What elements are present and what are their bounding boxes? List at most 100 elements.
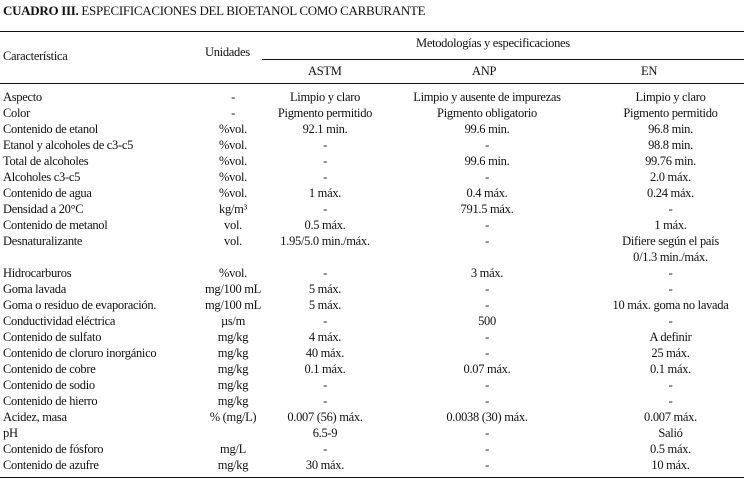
cell-characteristic: Goma lavada xyxy=(3,282,66,296)
cell-characteristic: Contenido de metanol xyxy=(3,218,108,232)
cell-astm: 6.5-9 xyxy=(312,426,338,440)
cell-units: mg/kg xyxy=(217,378,249,392)
cell-units: - xyxy=(231,90,235,104)
cell-astm: 4 máx. xyxy=(308,330,342,344)
cell-characteristic: Contenido de fósforo xyxy=(3,442,104,456)
caption-label: CUADRO III. xyxy=(3,3,79,18)
cell-en: - xyxy=(668,202,673,216)
table-row: Desnaturalizante vol. 1.95/5.0 min./máx. - D… xyxy=(0,233,744,265)
caption-text: ESPECIFICACIONES DEL BIOETANOL COMO CARB… xyxy=(81,3,426,18)
table-row: Etanol y alcoholes de c3-c5 %vol. - - 98.8 m… xyxy=(0,137,744,153)
cell-units xyxy=(193,425,273,441)
cell-anp: - xyxy=(485,234,489,248)
cell-characteristic: Contenido de azufre xyxy=(3,458,99,472)
cell-characteristic: Goma o residuo de evaporación. xyxy=(3,298,157,312)
table-row: Hidrocarburos %vol. - 3 máx. - xyxy=(0,265,744,281)
cell-units: mg/L xyxy=(220,442,246,456)
cell-anp: - xyxy=(485,458,489,472)
cell-astm: - xyxy=(323,266,327,280)
header-rule xyxy=(0,83,744,84)
cell-characteristic: Contenido de agua xyxy=(3,186,92,200)
cell-units: %vol. xyxy=(218,122,247,136)
cell-anp: 99.6 min. xyxy=(464,122,510,136)
cell-units: mg/100 mL xyxy=(205,282,261,296)
cell-en: - xyxy=(668,394,673,408)
cell-en: 1 máx. xyxy=(654,218,687,232)
cell-units: %vol. xyxy=(218,170,247,184)
cell-astm: 30 máx. xyxy=(305,458,345,472)
cell-anp: 500 xyxy=(478,314,496,328)
cell-units: mg/100 mL xyxy=(205,298,261,312)
cell-anp: - xyxy=(485,218,489,232)
cell-units: mg/kg xyxy=(217,362,249,376)
table-row: Contenido de metanol vol. 0.5 máx. - 1 máx. xyxy=(0,217,744,233)
cell-units: - xyxy=(231,106,235,120)
table-row: Contenido de cloruro inorgánico mg/kg 40 m… xyxy=(0,345,744,361)
table-row: Contenido de sodio mg/kg - - - xyxy=(0,377,744,393)
cell-anp: - xyxy=(485,330,489,344)
table-row: Contenido de sulfato mg/kg 4 máx. - A defini… xyxy=(0,329,744,345)
table-row: pH 6.5-9 - Salió xyxy=(0,425,744,441)
cell-anp: 99.6 min. xyxy=(464,154,510,168)
cell-astm: - xyxy=(323,394,327,408)
cell-en: 0.1 máx. xyxy=(650,362,691,376)
cell-anp: - xyxy=(485,170,489,184)
cell-en: - xyxy=(668,314,673,328)
cell-characteristic: Total de alcoholes xyxy=(3,154,89,168)
cell-astm: 1 máx. xyxy=(308,186,342,200)
table-row: Contenido de fósforo mg/L - - 0.5 máx. xyxy=(0,441,744,457)
header-anp: ANP xyxy=(472,64,497,78)
table-row: Aspecto - Limpio y claro Limpio y ausente d… xyxy=(0,89,744,105)
cell-astm: 5 máx. xyxy=(308,282,342,296)
cell-en: 96.8 min. xyxy=(648,122,693,136)
cell-anp: - xyxy=(485,426,489,440)
cell-en: 25 máx. xyxy=(651,346,690,360)
cell-en: Difiere según el país 0/1.3 min./máx. xyxy=(622,234,719,264)
cell-en: 98.8 min. xyxy=(648,138,693,152)
cell-anp: 0.0038 (30) máx. xyxy=(446,410,528,424)
cell-astm: 0.007 (56) máx. xyxy=(287,410,363,424)
cell-astm: - xyxy=(323,314,327,328)
table-row: Contenido de hierro mg/kg - - - xyxy=(0,393,744,409)
specifications-table: Aspecto - Limpio y claro Limpio y ausente d… xyxy=(0,89,744,473)
cell-anp: 0.07 máx. xyxy=(463,362,511,376)
bottom-rule xyxy=(0,477,744,478)
cell-units: %vol. xyxy=(218,138,247,152)
header-characteristic: Característica xyxy=(3,49,68,63)
group-rule xyxy=(262,59,744,60)
cell-en: - xyxy=(668,378,673,392)
cell-en: Limpio y claro xyxy=(635,90,706,104)
cell-astm: 40 máx. xyxy=(305,346,345,360)
cell-characteristic: Etanol y alcoholes de c3-c5 xyxy=(3,138,134,152)
table-row: Total de alcoholes %vol. - 99.6 min. 99.76 m… xyxy=(0,153,744,169)
cell-characteristic: Aspecto xyxy=(3,90,42,104)
cell-astm: - xyxy=(323,202,327,216)
table-row: Contenido de etanol %vol. 92.1 min. 99.6 mi… xyxy=(0,121,744,137)
cell-characteristic: Color xyxy=(3,106,30,120)
table-row: Contenido de agua %vol. 1 máx. 0.4 máx. 0.24… xyxy=(0,185,744,201)
cell-en: A definir xyxy=(649,330,692,344)
cell-units: vol. xyxy=(224,218,242,232)
table-row: Contenido de azufre mg/kg 30 máx. - 10 máx. xyxy=(0,457,744,473)
table-row: Color - Pigmento permitido Pigmento obligat… xyxy=(0,105,744,121)
cell-en: 10 máx. xyxy=(651,458,690,472)
header-astm: ASTM xyxy=(308,64,342,78)
cell-characteristic: Contenido de cobre xyxy=(3,362,96,376)
table-row: Conductividad eléctrica µs/m - 500 - xyxy=(0,313,744,329)
cell-characteristic: Hidrocarburos xyxy=(3,266,72,280)
cell-units: mg/kg xyxy=(217,394,249,408)
header-units: Unidades xyxy=(205,45,250,59)
header-en: EN xyxy=(641,64,658,78)
cell-anp: - xyxy=(485,282,489,296)
cell-astm: - xyxy=(323,378,327,392)
table-row: Acidez, masa % (mg/L) 0.007 (56) máx. 0.003… xyxy=(0,409,744,425)
cell-characteristic: Alcoholes c3-c5 xyxy=(3,170,81,184)
cell-en: 10 máx. goma no lavada xyxy=(612,298,729,312)
cell-characteristic: Desnaturalizante xyxy=(3,234,83,248)
cell-units: mg/kg xyxy=(217,458,249,472)
cell-en: 0.24 máx. xyxy=(647,186,694,200)
table-row: Contenido de cobre mg/kg 0.1 máx. 0.07 máx.… xyxy=(0,361,744,377)
cell-astm: 0.1 máx. xyxy=(304,362,346,376)
cell-units: %vol. xyxy=(218,266,247,280)
cell-characteristic: Contenido de hierro xyxy=(3,394,98,408)
